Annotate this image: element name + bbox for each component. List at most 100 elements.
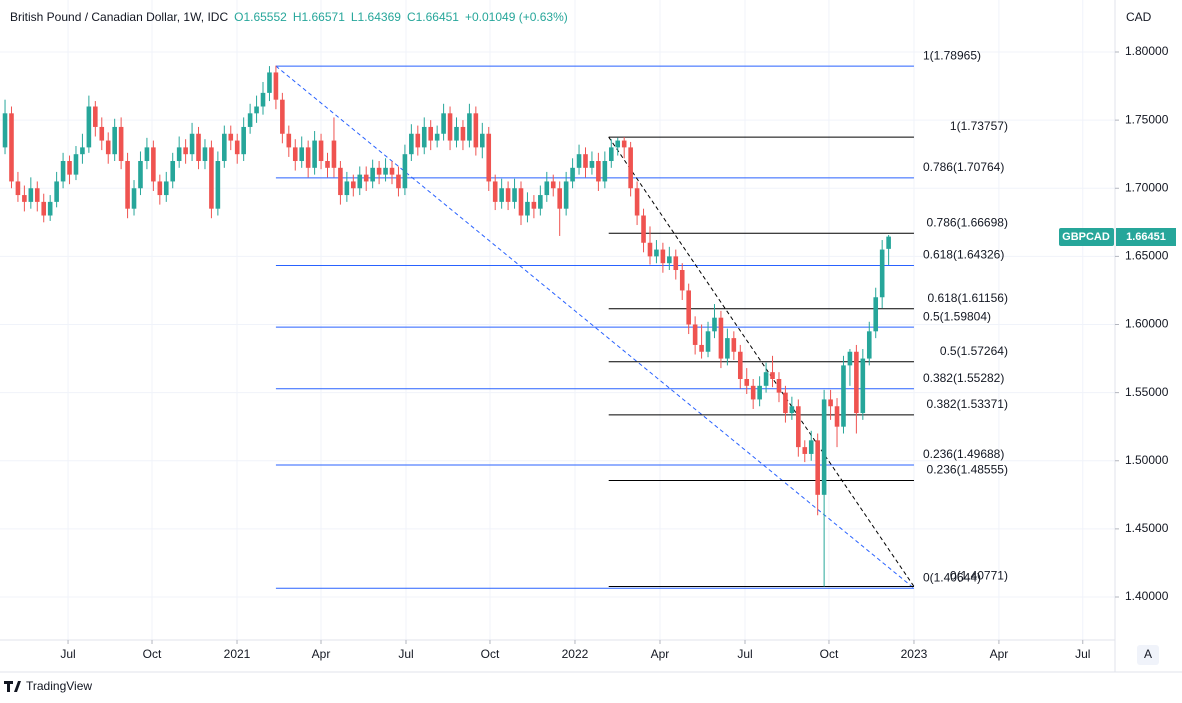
x-tick-label: Jul bbox=[1075, 647, 1090, 661]
candle-body bbox=[73, 154, 79, 175]
candle-body bbox=[144, 147, 150, 162]
candle-body bbox=[247, 113, 253, 127]
candle-body bbox=[80, 147, 85, 155]
candle-body bbox=[176, 147, 182, 162]
candle-body bbox=[686, 290, 691, 325]
currency: CAD bbox=[1126, 10, 1152, 24]
candle-body bbox=[454, 126, 459, 141]
x-tick-label: 2022 bbox=[562, 647, 589, 661]
candle-body bbox=[667, 256, 672, 264]
fib-label: 0.618(1.64326) bbox=[923, 248, 1004, 262]
candle-body bbox=[492, 181, 498, 202]
candle-body bbox=[86, 106, 92, 148]
brand: TradingView bbox=[26, 679, 92, 693]
candle-body bbox=[428, 126, 434, 141]
candle-body bbox=[396, 174, 401, 189]
candle-body bbox=[654, 249, 659, 257]
ohlc-value: C1.66451 bbox=[407, 10, 459, 24]
candle-body bbox=[286, 133, 292, 148]
price-label[interactable]: 1.66451 bbox=[1126, 231, 1166, 243]
y-tick-label: 1.70000 bbox=[1125, 180, 1169, 194]
x-tick-label: Jul bbox=[737, 647, 752, 661]
candle-body bbox=[854, 351, 859, 414]
x-tick-label: Apr bbox=[312, 647, 331, 661]
grid bbox=[0, 0, 1115, 640]
fib-layer: 1(1.78965) 0.786(1.70764) 0.618(1.64326) 0.… bbox=[275, 48, 1008, 589]
y-tick-label: 1.60000 bbox=[1125, 317, 1169, 331]
y-tick-label: 1.55000 bbox=[1125, 385, 1169, 399]
fib-label: 0.236(1.49688) bbox=[923, 447, 1004, 461]
candle-body bbox=[866, 331, 872, 359]
candle-body bbox=[499, 188, 504, 202]
x-tick-label: Oct bbox=[143, 647, 162, 661]
candle-body bbox=[873, 297, 879, 332]
candle-body bbox=[725, 338, 730, 359]
candle-body bbox=[879, 249, 885, 298]
ohlc-value: O1.65552 bbox=[234, 10, 287, 24]
candle-body bbox=[473, 113, 479, 148]
candle-body bbox=[660, 249, 666, 264]
candle-body bbox=[505, 188, 511, 202]
candle-body bbox=[189, 133, 195, 155]
y-tick-label: 1.75000 bbox=[1125, 112, 1169, 126]
candle-body bbox=[409, 133, 414, 155]
candle-body bbox=[112, 126, 117, 155]
fib-trend-line bbox=[275, 65, 915, 589]
candle-body bbox=[518, 188, 524, 216]
candle-body bbox=[802, 447, 808, 454]
candle-body bbox=[47, 201, 53, 216]
ticker-label: GBPCAD bbox=[1062, 231, 1110, 243]
candle-body bbox=[815, 440, 820, 495]
candle-body bbox=[163, 181, 169, 196]
candle-body bbox=[841, 365, 846, 427]
candle-body bbox=[151, 147, 156, 182]
candle-body bbox=[679, 270, 685, 291]
fib-label: 0.236(1.48555) bbox=[927, 463, 1008, 477]
candle-body bbox=[576, 154, 582, 168]
candle-body bbox=[583, 154, 588, 168]
candle-body bbox=[460, 126, 466, 141]
auto-scale-button[interactable] bbox=[1137, 645, 1159, 665]
candle-body bbox=[628, 147, 633, 189]
candle-body bbox=[131, 188, 137, 209]
fib-label: 0.382(1.55282) bbox=[923, 371, 1004, 385]
candle-body bbox=[783, 392, 788, 414]
auto-scale-label[interactable]: A bbox=[1144, 647, 1152, 661]
candle-body bbox=[118, 126, 124, 162]
candle-body bbox=[241, 126, 246, 155]
candle-body bbox=[215, 161, 221, 209]
ticker-tag bbox=[1059, 228, 1114, 246]
candle-body bbox=[731, 338, 737, 352]
candle-body bbox=[22, 195, 27, 202]
candle-body bbox=[770, 372, 775, 380]
candle-body bbox=[421, 126, 427, 148]
candle-body bbox=[596, 161, 601, 182]
candle-body bbox=[821, 399, 827, 495]
candle-body bbox=[157, 181, 163, 196]
candle-body bbox=[467, 113, 472, 141]
logo[interactable]: TradingView bbox=[4, 679, 92, 693]
candle-body bbox=[254, 106, 259, 114]
y-tick-label: 1.50000 bbox=[1125, 453, 1169, 467]
candle-body bbox=[260, 92, 266, 107]
candle-body bbox=[67, 161, 72, 175]
fib-label: 0.382(1.53371) bbox=[927, 397, 1008, 411]
candle-body bbox=[202, 147, 208, 162]
ohlc-value: +0.01049 (+0.63%) bbox=[465, 10, 568, 24]
candle-body bbox=[402, 154, 408, 189]
candle-body bbox=[170, 161, 176, 182]
candle-body bbox=[222, 133, 227, 162]
axes: 1.40000 1.45000 1.50000 1.55000 1.60000 1.650… bbox=[60, 44, 1168, 661]
candle-body bbox=[641, 215, 646, 243]
candle-body bbox=[312, 140, 317, 168]
candle-body bbox=[563, 181, 569, 209]
candle-body bbox=[544, 181, 550, 196]
candle-body bbox=[750, 385, 756, 400]
fib-label: 0.786(1.66698) bbox=[927, 215, 1008, 229]
candle-body bbox=[692, 324, 698, 345]
fib-label: 1(1.73757) bbox=[950, 119, 1008, 133]
candle-body bbox=[357, 174, 363, 189]
candle-body bbox=[589, 161, 595, 168]
x-tick-label: Oct bbox=[481, 647, 500, 661]
